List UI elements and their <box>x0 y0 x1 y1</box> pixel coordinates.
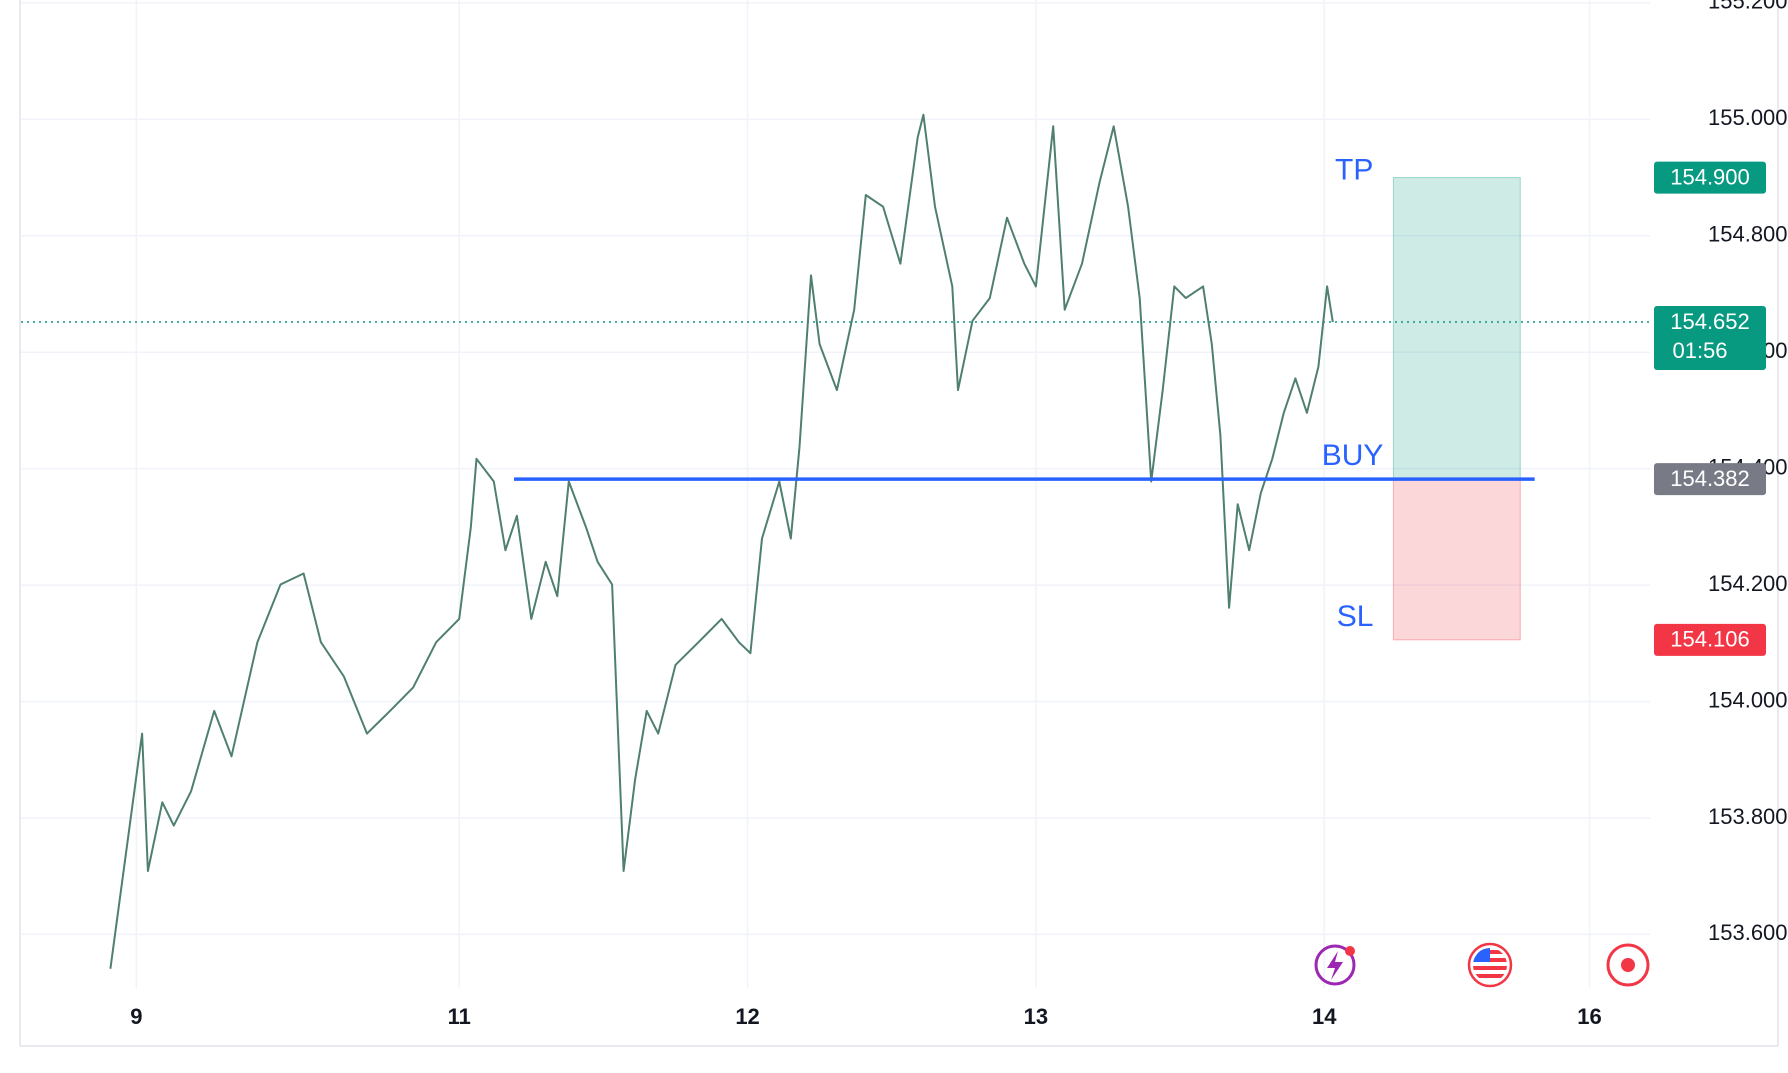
countdown: 01:56 <box>1672 338 1727 363</box>
tp-text: TP <box>1335 153 1373 186</box>
flag-icon[interactable] <box>1467 942 1513 988</box>
y-tick-label: 153.600 <box>1708 920 1788 945</box>
x-tick-label: 13 <box>1024 1004 1048 1029</box>
entry-tag-label: 154.382 <box>1670 466 1750 491</box>
entry-tag <box>1654 463 1766 496</box>
y-tick-label: 155.000 <box>1708 105 1788 130</box>
last-price-tag <box>1654 305 1766 370</box>
y-tick-label: 155.200 <box>1708 0 1788 14</box>
stop-loss-tag <box>1654 623 1766 656</box>
y-tick-label: 154.200 <box>1708 571 1788 596</box>
last-price-tag-label: 154.652 <box>1670 309 1750 334</box>
sl-text: SL <box>1337 600 1374 633</box>
y-tick-label: 153.800 <box>1708 804 1788 829</box>
buy-text: BUY <box>1322 439 1384 472</box>
toolbar-icons <box>1314 942 1650 988</box>
x-tick-label: 14 <box>1312 1004 1337 1029</box>
take-profit-tag-label: 154.900 <box>1670 164 1750 189</box>
x-tick-label: 11 <box>448 1004 471 1029</box>
profit-zone <box>1392 177 1521 480</box>
stop-loss-tag-label: 154.106 <box>1670 627 1750 652</box>
loss-zone <box>1392 478 1521 641</box>
record-icon[interactable] <box>1606 943 1650 987</box>
y-tick-label: 154.800 <box>1708 222 1788 247</box>
x-tick-label: 12 <box>735 1004 759 1029</box>
x-tick-label: 16 <box>1577 1004 1601 1029</box>
price-line <box>109 113 1334 969</box>
take-profit-tag <box>1654 161 1766 194</box>
lightning-icon[interactable] <box>1314 944 1356 986</box>
x-tick-label: 9 <box>130 1004 142 1029</box>
layers: 9 11 12 13 14 16 153.600 153.800 154.000 154.200 1… <box>21 0 1788 1029</box>
y-tick-label: 154.000 <box>1708 687 1788 712</box>
